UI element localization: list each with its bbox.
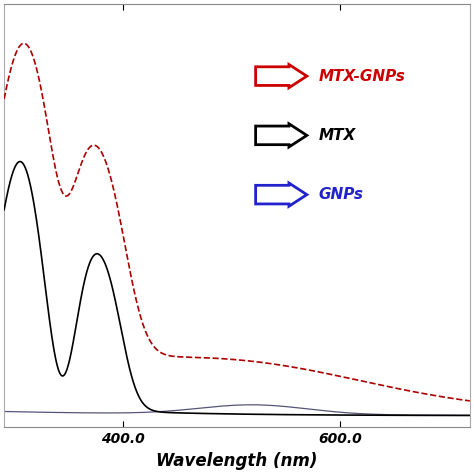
X-axis label: Wavelength (nm): Wavelength (nm) bbox=[156, 452, 318, 470]
Text: GNPs: GNPs bbox=[319, 187, 364, 202]
Polygon shape bbox=[255, 183, 307, 206]
Text: MTX-GNPs: MTX-GNPs bbox=[319, 69, 405, 83]
Polygon shape bbox=[255, 64, 307, 88]
Polygon shape bbox=[255, 124, 307, 147]
Text: MTX: MTX bbox=[319, 128, 356, 143]
